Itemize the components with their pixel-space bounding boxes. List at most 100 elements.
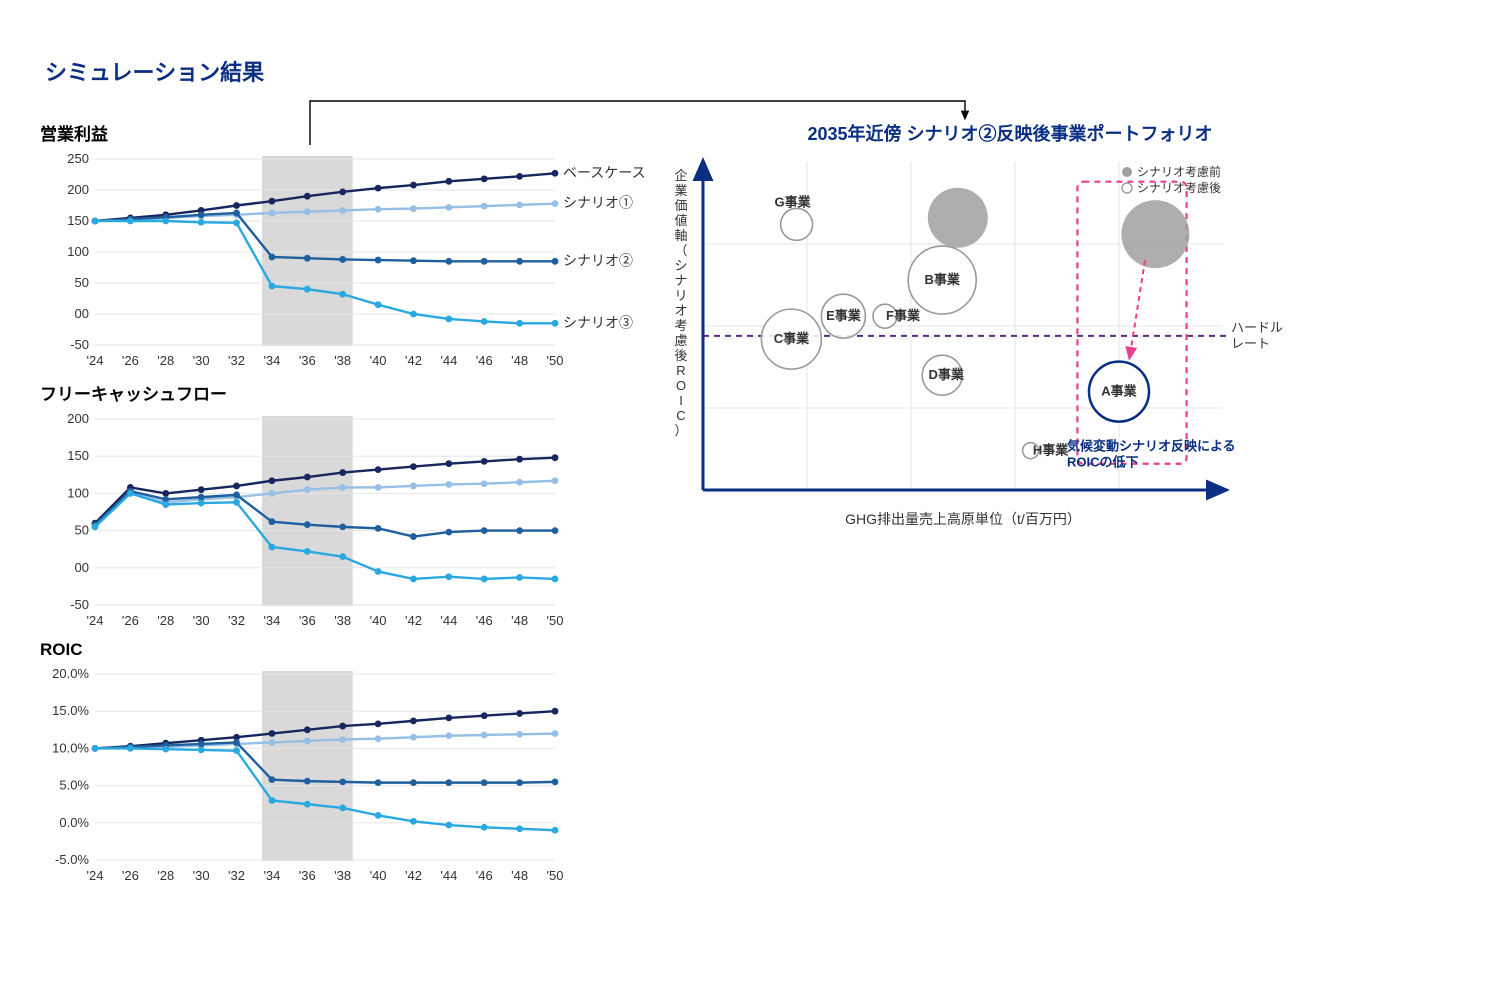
series-marker <box>481 203 488 210</box>
chart-title: フリーキャッシュフロー <box>40 380 650 405</box>
series-marker <box>375 812 382 819</box>
series-marker <box>516 479 523 486</box>
x-tick-label: '48 <box>511 353 528 368</box>
series-marker <box>410 779 417 786</box>
series-marker <box>198 500 205 507</box>
series-marker <box>552 708 559 715</box>
series-marker <box>375 301 382 308</box>
x-tick-label: '46 <box>476 868 493 883</box>
series-label-base: ベースケース <box>563 164 646 180</box>
series-marker <box>375 568 382 575</box>
bubble-label: E事業 <box>826 308 862 323</box>
x-tick-label: '36 <box>299 613 316 628</box>
series-marker <box>410 205 417 212</box>
series-marker <box>269 544 276 551</box>
x-tick-label: '46 <box>476 353 493 368</box>
y-tick-label: 200 <box>67 182 89 197</box>
bubble-label: A事業 <box>1101 384 1137 399</box>
series-marker <box>233 210 240 217</box>
series-marker <box>445 822 452 829</box>
x-tick-label: '36 <box>299 868 316 883</box>
series-marker <box>481 258 488 265</box>
x-tick-label: '24 <box>87 868 104 883</box>
series-marker <box>375 484 382 491</box>
series-marker <box>481 779 488 786</box>
y-tick-label: 0.0% <box>59 815 89 830</box>
x-tick-label: '40 <box>370 613 387 628</box>
x-tick-label: '46 <box>476 613 493 628</box>
series-marker <box>445 714 452 721</box>
x-tick-label: '32 <box>228 353 245 368</box>
series-marker <box>339 207 346 214</box>
y-tick-label: 250 <box>67 153 89 166</box>
x-tick-label: '48 <box>511 613 528 628</box>
series-marker <box>375 257 382 264</box>
x-tick-label: '32 <box>228 868 245 883</box>
series-marker <box>375 466 382 473</box>
y-tick-label: 100 <box>67 244 89 259</box>
series-marker <box>304 286 311 293</box>
y-axis-title: O <box>676 378 686 393</box>
series-marker <box>339 256 346 263</box>
bubble-label: F事業 <box>886 308 921 323</box>
bubble-before <box>928 188 988 248</box>
series-marker <box>375 525 382 532</box>
y-axis-title: 企 <box>674 168 687 183</box>
x-tick-label: '34 <box>263 613 280 628</box>
shade-band <box>262 671 353 861</box>
x-tick-label: '48 <box>511 868 528 883</box>
series-marker <box>92 218 99 225</box>
series-marker <box>339 553 346 560</box>
series-marker <box>552 320 559 327</box>
x-tick-label: '44 <box>440 868 457 883</box>
series-marker <box>410 182 417 189</box>
series-marker <box>375 735 382 742</box>
series-marker <box>516 731 523 738</box>
series-marker <box>233 499 240 506</box>
series-marker <box>516 779 523 786</box>
y-axis-title: 業 <box>674 183 687 198</box>
series-label-scenario1: シナリオ① <box>563 195 633 211</box>
series-marker <box>304 208 311 215</box>
series-marker <box>233 202 240 209</box>
legend-before: シナリオ考慮前 <box>1137 164 1221 179</box>
y-tick-label: 20.0% <box>52 668 89 681</box>
x-tick-label: '50 <box>547 613 564 628</box>
series-marker <box>552 477 559 484</box>
y-tick-label: 5.0% <box>59 778 89 793</box>
series-marker <box>304 521 311 528</box>
bubble-label: H事業 <box>1033 443 1069 458</box>
x-tick-label: '30 <box>193 353 210 368</box>
series-marker <box>269 518 276 525</box>
series-marker <box>127 745 134 752</box>
x-tick-label: '36 <box>299 353 316 368</box>
series-marker <box>304 801 311 808</box>
series-marker <box>162 501 169 508</box>
series-marker <box>552 454 559 461</box>
legend-marker-before <box>1122 167 1132 177</box>
x-tick-label: '30 <box>193 613 210 628</box>
series-marker <box>445 258 452 265</box>
legend-marker-after <box>1122 183 1132 193</box>
x-tick-label: '34 <box>263 353 280 368</box>
y-tick-label: 50 <box>75 523 89 538</box>
series-marker <box>481 527 488 534</box>
series-marker <box>481 458 488 465</box>
series-marker <box>198 219 205 226</box>
x-tick-label: '28 <box>157 353 174 368</box>
series-marker <box>233 739 240 746</box>
bubble-label: G事業 <box>775 194 812 209</box>
series-marker <box>198 746 205 753</box>
y-tick-label: 200 <box>67 413 89 426</box>
bubble-label: C事業 <box>774 331 810 346</box>
series-marker <box>516 456 523 463</box>
series-marker <box>481 712 488 719</box>
y-tick-label: 50 <box>75 275 89 290</box>
series-marker <box>162 218 169 225</box>
series-marker <box>269 776 276 783</box>
series-marker <box>339 188 346 195</box>
series-marker <box>410 533 417 540</box>
x-tick-label: '50 <box>547 353 564 368</box>
series-marker <box>445 573 452 580</box>
x-tick-label: '42 <box>405 353 422 368</box>
